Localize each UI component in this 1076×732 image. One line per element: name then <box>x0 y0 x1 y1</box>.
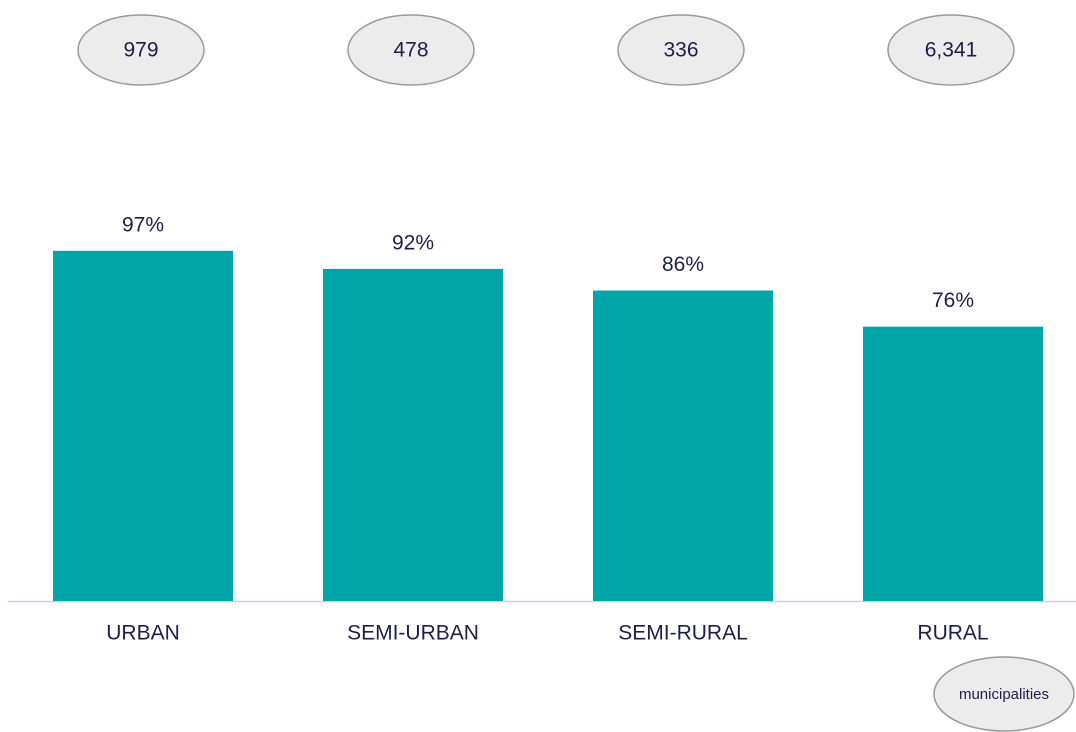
unit-ellipse <box>933 656 1075 732</box>
count-label: 6,341 <box>925 39 978 62</box>
count-ellipse <box>347 14 475 86</box>
value-label: 76% <box>932 289 974 312</box>
x-tick-label: SEMI-URBAN <box>347 622 479 645</box>
count-label: 336 <box>663 39 698 62</box>
count-ellipse <box>77 14 205 86</box>
value-label: 92% <box>392 231 434 254</box>
count-label: 478 <box>393 39 428 62</box>
count-ellipse <box>617 14 745 86</box>
x-tick-label: RURAL <box>917 622 988 645</box>
x-tick-label: SEMI-RURAL <box>618 622 748 645</box>
bar <box>863 326 1043 601</box>
x-tick-label: URBAN <box>106 622 180 645</box>
count-ellipse <box>887 14 1015 86</box>
unit-label: municipalities <box>959 686 1049 703</box>
value-label: 86% <box>662 253 704 276</box>
bar <box>53 250 233 601</box>
bar <box>593 290 773 601</box>
value-label: 97% <box>122 213 164 236</box>
count-label: 979 <box>123 39 158 62</box>
bar <box>323 268 503 601</box>
